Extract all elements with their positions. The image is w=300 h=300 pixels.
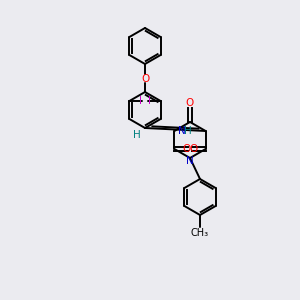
Text: CH₃: CH₃ bbox=[191, 228, 209, 238]
Text: H: H bbox=[184, 126, 192, 136]
Text: O: O bbox=[189, 144, 197, 154]
Text: I: I bbox=[139, 96, 142, 106]
Text: O: O bbox=[186, 98, 194, 108]
Text: N: N bbox=[178, 126, 186, 136]
Text: H: H bbox=[133, 130, 141, 140]
Text: O: O bbox=[142, 74, 150, 84]
Text: I: I bbox=[148, 96, 151, 106]
Text: N: N bbox=[186, 156, 194, 166]
Text: O: O bbox=[182, 144, 191, 154]
